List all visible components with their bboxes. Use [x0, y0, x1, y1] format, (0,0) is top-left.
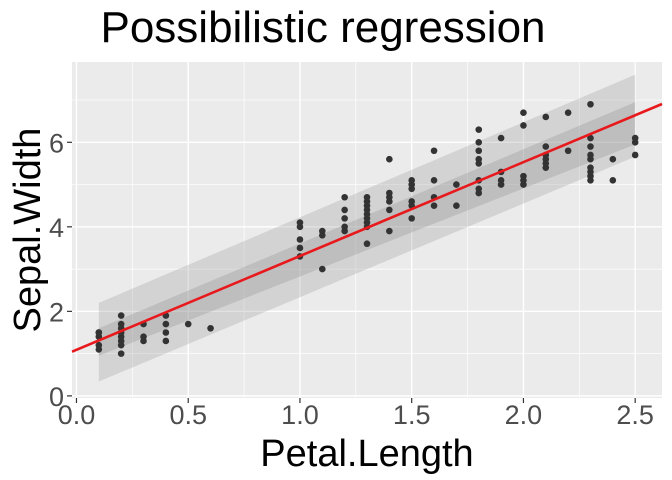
data-point [520, 122, 527, 129]
x-tick-label: 0.0 [58, 400, 96, 430]
data-point [162, 337, 170, 345]
data-point [95, 329, 103, 336]
data-point [609, 155, 617, 163]
data-point [631, 151, 639, 159]
chart-title: Possibilistic regression [100, 3, 545, 52]
data-point [430, 202, 438, 209]
data-point [140, 333, 147, 341]
data-point [341, 206, 348, 214]
regression-line [71, 102, 663, 353]
data-point [564, 109, 572, 117]
data-point [497, 177, 505, 184]
data-point [564, 147, 572, 155]
data-point [587, 151, 594, 159]
data-point [408, 177, 415, 184]
data-point [117, 320, 125, 328]
data-point [587, 100, 594, 108]
data-point [162, 329, 170, 336]
y-axis-title: Sepal.Width [7, 128, 49, 333]
data-point [453, 202, 460, 209]
data-point [386, 206, 393, 214]
data-point [363, 240, 371, 248]
data-point [341, 193, 348, 201]
data-point [319, 265, 326, 273]
data-point [430, 147, 438, 155]
data-point [475, 185, 483, 193]
x-tick-label: 2.5 [616, 400, 654, 430]
data-point [117, 312, 125, 319]
major-gridlines [72, 62, 662, 398]
data-point [386, 227, 393, 235]
data-point [408, 215, 415, 222]
y-axis-ticks: 0 2 4 6 [49, 128, 72, 412]
data-point [520, 109, 527, 117]
x-tick-label: 0.5 [169, 400, 207, 430]
data-point [386, 189, 393, 197]
x-tick-label: 1.5 [393, 400, 431, 430]
data-point [587, 164, 594, 171]
data-point [319, 227, 326, 235]
data-point [296, 244, 304, 252]
x-axis-ticks: 0.0 0.5 1.0 1.5 2.0 2.5 [58, 398, 654, 430]
y-tick-label: 6 [49, 128, 64, 158]
data-point [386, 155, 393, 163]
data-point [341, 223, 348, 231]
data-point [475, 155, 483, 163]
data-point [475, 126, 483, 133]
data-point [184, 320, 192, 328]
data-point [497, 134, 505, 142]
data-point [475, 147, 483, 155]
y-tick-label: 2 [49, 297, 64, 327]
data-point [587, 143, 594, 150]
data-point [453, 181, 460, 188]
data-point [475, 139, 483, 146]
data-point [341, 215, 348, 222]
data-point [587, 134, 594, 142]
data-points [95, 100, 639, 357]
data-point [542, 113, 550, 121]
data-point [609, 177, 617, 184]
data-point [631, 134, 639, 142]
data-point [95, 341, 103, 349]
data-point [408, 198, 415, 205]
y-tick-label: 4 [49, 213, 64, 243]
x-tick-label: 2.0 [505, 400, 543, 430]
data-point [162, 320, 170, 328]
x-axis-title: Petal.Length [260, 433, 473, 475]
data-point [296, 219, 304, 226]
data-point [520, 172, 527, 180]
data-point [542, 143, 550, 150]
minor-gridlines [72, 62, 662, 398]
x-tick-label: 1.0 [281, 400, 319, 430]
data-point [207, 324, 214, 332]
data-point [363, 193, 371, 201]
data-point [296, 236, 304, 243]
y-tick-label: 0 [49, 382, 64, 412]
data-point [430, 177, 438, 184]
data-point [117, 350, 125, 357]
